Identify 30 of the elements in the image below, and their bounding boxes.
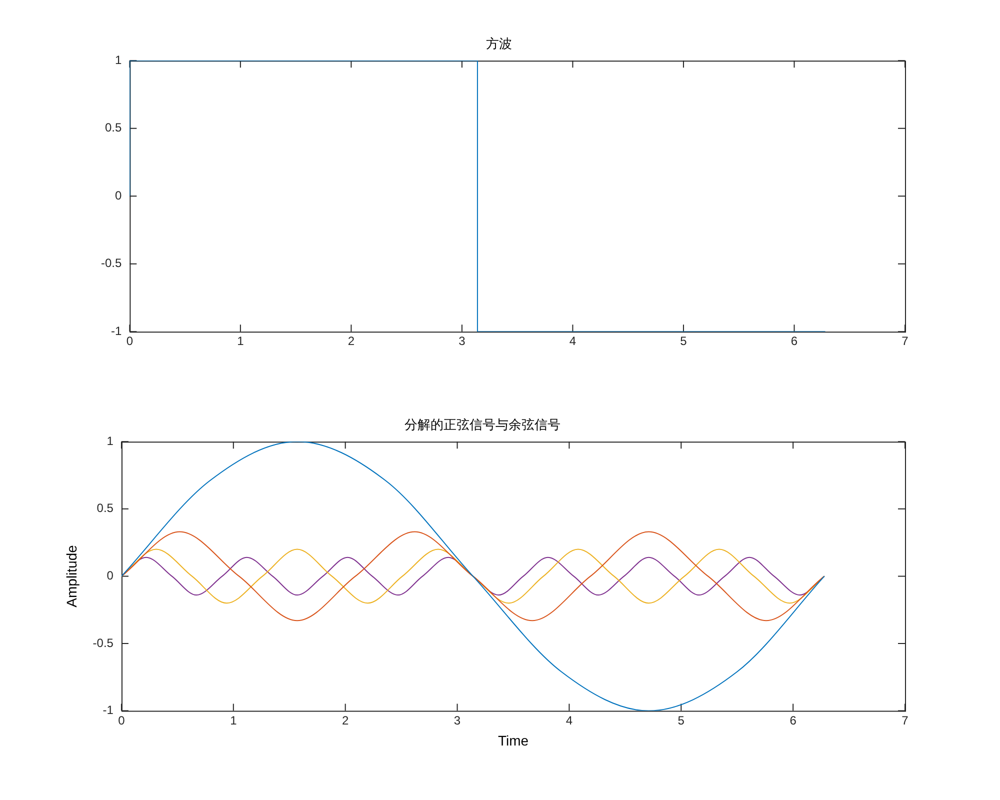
y-tick-label: -0.5 xyxy=(92,636,114,650)
x-tick-label: 2 xyxy=(342,713,349,728)
line-series xyxy=(121,442,825,711)
x-tick-label: 1 xyxy=(230,713,238,728)
x-tick-label: 5 xyxy=(680,334,688,348)
y-tick-label: 0 xyxy=(106,568,114,583)
y-tick-label: 0.5 xyxy=(96,501,114,516)
y-tick-label: 1 xyxy=(106,434,114,448)
y-tick-label: 0.5 xyxy=(104,120,122,135)
x-tick-label: 5 xyxy=(678,713,685,728)
y-tick-label: 1 xyxy=(114,52,122,67)
x-tick-label: 7 xyxy=(902,334,909,348)
x-tick-label: 6 xyxy=(790,713,797,728)
x-tick-label: 0 xyxy=(126,334,134,348)
x-tick-label: 4 xyxy=(569,334,576,348)
y-tick-label: -0.5 xyxy=(100,256,122,270)
x-tick-label: 6 xyxy=(790,334,798,348)
y-tick-label: -1 xyxy=(111,324,122,338)
y-tick-label: -1 xyxy=(102,703,114,718)
x-tick-label: 1 xyxy=(237,334,244,348)
x-tick-label: 7 xyxy=(902,713,909,728)
y-axis-title: Amplitude xyxy=(63,544,80,608)
x-tick-label: 3 xyxy=(454,713,461,728)
chart-title: 分解的正弦信号与余弦信号 xyxy=(404,417,560,432)
x-tick-label: 4 xyxy=(566,713,573,728)
x-tick-label: 3 xyxy=(458,334,466,348)
chart-title: 方波 xyxy=(486,36,512,52)
x-tick-label: 2 xyxy=(348,334,355,348)
x-axis-title: Time xyxy=(498,732,529,748)
y-tick-label: 0 xyxy=(114,188,122,202)
